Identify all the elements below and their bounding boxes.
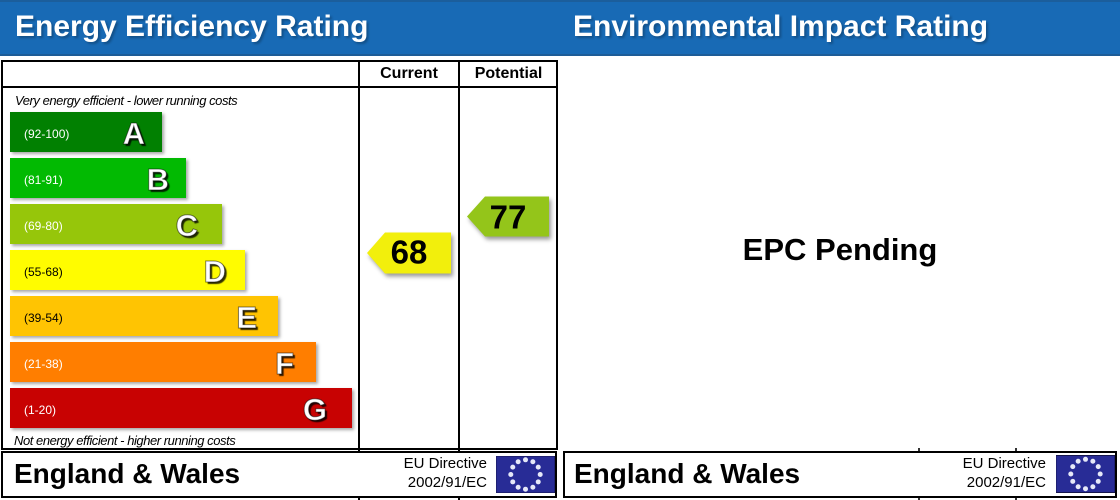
svg-text:68: 68 xyxy=(391,234,428,271)
svg-text:77: 77 xyxy=(490,199,527,236)
